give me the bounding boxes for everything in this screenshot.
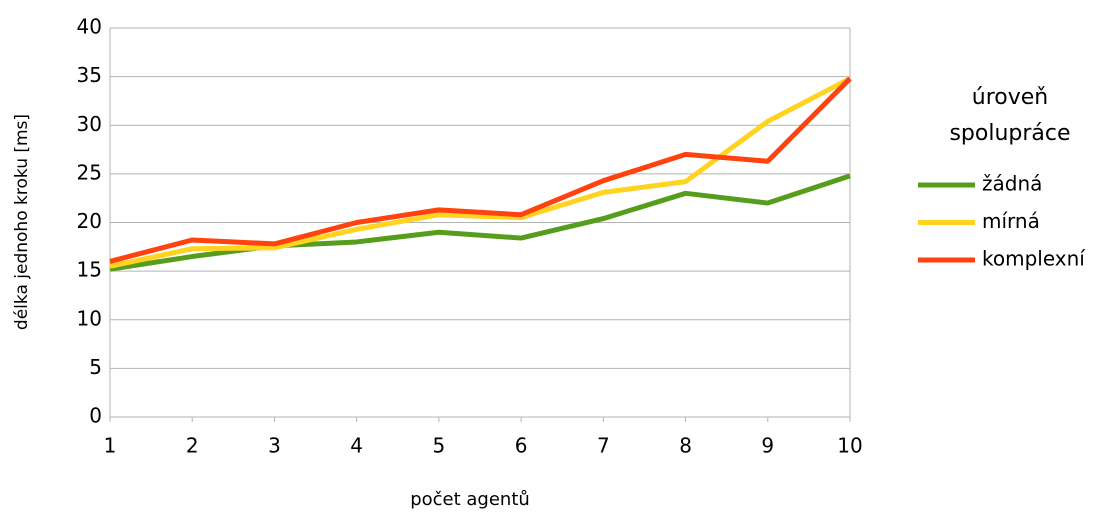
y-tick-label: 25 [77, 160, 102, 184]
x-tick-label: 5 [433, 434, 446, 458]
legend-label: mírná [982, 209, 1040, 233]
x-tick-label: 3 [268, 434, 281, 458]
y-tick-label: 20 [77, 209, 102, 233]
y-tick-label: 0 [89, 404, 102, 428]
x-tick-label: 10 [837, 434, 862, 458]
legend-label: žádná [982, 172, 1042, 196]
y-tick-label: 40 [77, 15, 102, 39]
x-tick-label: 7 [597, 434, 610, 458]
x-tick-label: 1 [104, 434, 117, 458]
legend-title: úroveň spolupráce [949, 85, 1071, 146]
series-line [109, 76, 852, 269]
series-line [109, 173, 851, 272]
series-line [109, 76, 852, 264]
x-tick-label: 8 [679, 434, 692, 458]
x-tick-label: 9 [761, 434, 774, 458]
x-axis-label: počet agentů [410, 489, 530, 510]
y-tick-label: 5 [89, 355, 102, 379]
x-tick-label: 4 [350, 434, 363, 458]
y-tick-label: 15 [77, 258, 102, 282]
x-tick-label: 6 [515, 434, 528, 458]
x-tick-label: 2 [186, 434, 199, 458]
y-axis-label: délka jednoho kroku [ms] [12, 114, 32, 330]
legend-label: komplexní [982, 247, 1086, 271]
y-tick-label: 35 [77, 63, 102, 87]
y-tick-label: 30 [77, 112, 102, 136]
y-tick-label: 10 [77, 306, 102, 330]
